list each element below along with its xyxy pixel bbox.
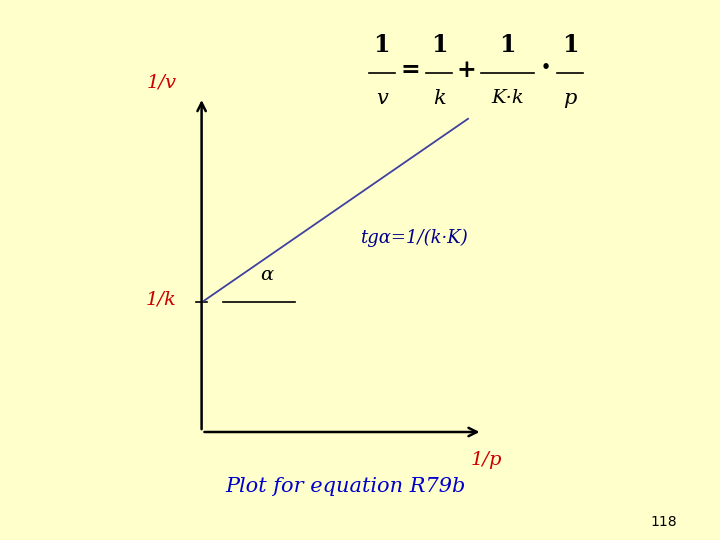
Text: p: p: [564, 89, 577, 108]
Text: tgα=1/(k·K): tgα=1/(k·K): [360, 228, 468, 247]
Text: 118: 118: [650, 515, 677, 529]
Text: k: k: [433, 89, 446, 108]
Text: 1: 1: [431, 33, 447, 57]
Text: 1/p: 1/p: [470, 451, 502, 469]
Text: v: v: [376, 89, 387, 108]
Text: 1: 1: [500, 33, 516, 57]
Text: K·k: K·k: [491, 89, 524, 107]
Text: ·: ·: [541, 54, 551, 83]
Text: +: +: [456, 58, 477, 82]
Text: Plot for equation R79b: Plot for equation R79b: [225, 476, 466, 496]
Text: =: =: [400, 58, 420, 82]
Text: 1: 1: [562, 33, 578, 57]
Text: 1: 1: [374, 33, 390, 57]
Text: 1/v: 1/v: [146, 74, 176, 92]
Text: 1/k: 1/k: [145, 291, 176, 309]
Text: α: α: [260, 266, 273, 284]
